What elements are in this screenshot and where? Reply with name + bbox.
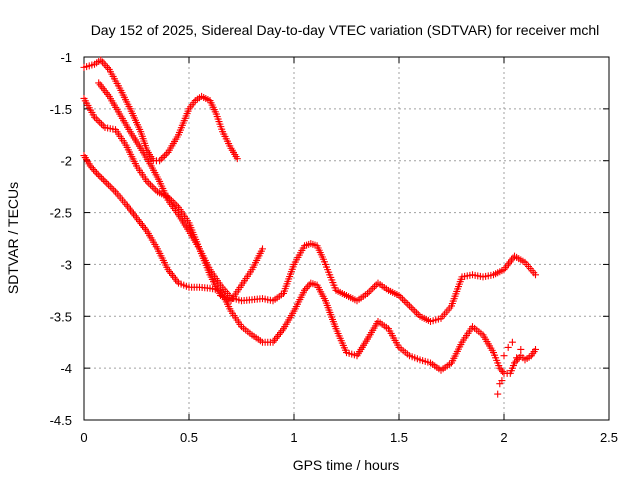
- y-tick-label: -1.5: [50, 102, 72, 117]
- data-point: [168, 196, 175, 204]
- y-tick-label: -1: [60, 50, 72, 65]
- data-series: [80, 56, 539, 398]
- data-point: [157, 155, 165, 163]
- data-point: [96, 172, 104, 180]
- data-point: [92, 115, 100, 123]
- data-point: [532, 271, 539, 279]
- data-point: [413, 309, 420, 317]
- data-point: [400, 297, 408, 305]
- series-trace-4: [80, 152, 539, 377]
- x-tick-label: 2: [500, 430, 507, 445]
- data-point: [93, 169, 101, 177]
- data-point: [397, 293, 405, 301]
- x-tick-label: 2.5: [600, 430, 618, 445]
- data-point: [110, 186, 118, 194]
- data-point: [411, 307, 419, 315]
- data-point: [171, 200, 179, 208]
- data-point: [532, 345, 539, 353]
- data-point: [101, 177, 109, 185]
- data-point: [159, 153, 167, 161]
- data-point: [406, 302, 413, 310]
- data-point: [407, 304, 415, 312]
- data-point: [96, 118, 104, 126]
- data-point: [166, 195, 174, 203]
- data-point: [162, 150, 170, 158]
- data-point: [143, 177, 151, 185]
- grid: [84, 57, 609, 420]
- plot-frame: [83, 56, 610, 421]
- y-tick-label: -3.5: [50, 309, 72, 324]
- data-point: [148, 183, 156, 191]
- data-point: [395, 292, 403, 300]
- data-point: [98, 174, 106, 182]
- y-tick-label: -4: [60, 361, 72, 376]
- data-point: [517, 345, 525, 353]
- data-point: [367, 286, 375, 294]
- data-point: [494, 390, 502, 398]
- data-point: [103, 179, 111, 187]
- data-point: [409, 305, 417, 313]
- data-point: [498, 377, 506, 385]
- data-point: [156, 157, 164, 165]
- data-point: [399, 295, 406, 303]
- data-point: [414, 311, 422, 319]
- data-point: [508, 338, 516, 346]
- data-point: [89, 166, 97, 174]
- series-trace-1: [80, 56, 241, 165]
- data-point: [169, 198, 177, 206]
- data-point: [99, 122, 107, 130]
- data-point: [94, 117, 102, 125]
- data-point: [94, 171, 102, 179]
- data-point: [514, 355, 522, 363]
- data-point: [99, 176, 107, 184]
- y-tick-label: -3: [60, 257, 72, 272]
- x-tick-label: 0: [80, 430, 87, 445]
- data-point: [404, 300, 412, 308]
- data-point: [365, 288, 373, 296]
- x-axis-label: GPS time / hours: [293, 457, 400, 473]
- data-point: [161, 152, 169, 160]
- data-point: [513, 354, 521, 362]
- data-point: [500, 352, 508, 360]
- data-point: [369, 284, 377, 292]
- chart-title: Day 152 of 2025, Sidereal Day-to-day VTE…: [91, 22, 600, 38]
- series-trace-3: [80, 94, 266, 305]
- y-tick-label: -2.5: [50, 206, 72, 221]
- x-tick-label: 0.5: [180, 430, 198, 445]
- y-axis-label: SDTVAR / TECUs: [5, 182, 21, 294]
- data-point: [164, 193, 172, 201]
- data-point: [364, 289, 371, 297]
- series-trace-5-scatter: [494, 338, 525, 398]
- data-point: [91, 167, 99, 175]
- data-point: [371, 283, 378, 291]
- x-tick-label: 1.5: [390, 430, 408, 445]
- data-point: [98, 58, 106, 66]
- data-point: [259, 245, 266, 253]
- data-point: [150, 184, 158, 192]
- data-point: [145, 179, 153, 187]
- data-point: [173, 202, 181, 210]
- data-point: [106, 183, 114, 191]
- data-point: [108, 184, 116, 192]
- y-tick-label: -2: [60, 154, 72, 169]
- data-point: [98, 120, 105, 128]
- data-point: [102, 62, 110, 70]
- data-point: [147, 181, 154, 189]
- data-point: [233, 155, 241, 163]
- data-point: [91, 113, 98, 121]
- data-point: [105, 181, 112, 189]
- data-point: [402, 298, 410, 306]
- data-point: [504, 343, 512, 351]
- data-point: [152, 186, 160, 194]
- x-tick-label: 1: [290, 430, 297, 445]
- axis-ticks: 0 0.5 1 1.5 2 2.5 -1 -1.5 -2 -2.5 -3 -3.5 -4 -4.5: [50, 50, 618, 445]
- data-point: [499, 368, 507, 376]
- y-tick-label: -4.5: [50, 413, 72, 428]
